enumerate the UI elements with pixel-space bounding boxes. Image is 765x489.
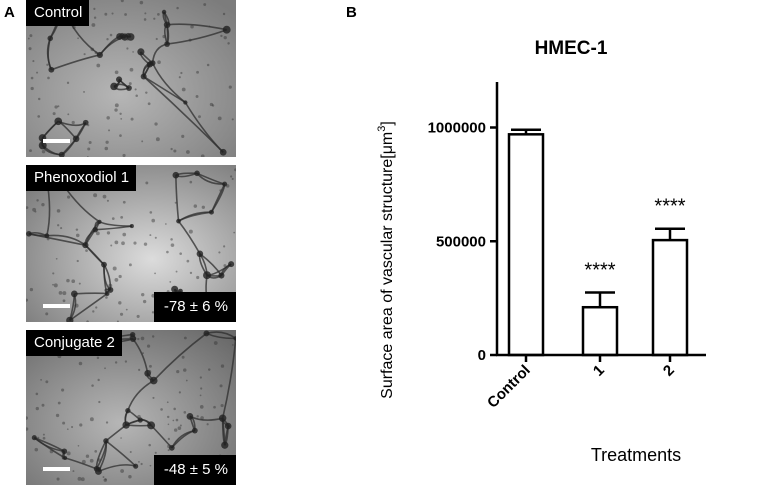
y-tick-label: 500000 [436,233,486,250]
percent-change-label: -78 ± 6 % [153,292,236,322]
micrograph-conjugate: Conjugate 2 -48 ± 5 % [26,330,236,485]
y-tick-label: 1000000 [428,120,486,137]
bar-chart: HMEC-1 Surface area of vascular structur… [376,38,706,465]
x-axis-label: Treatments [591,445,681,465]
scale-bar [43,467,70,471]
chart-title: HMEC-1 [535,38,608,59]
y-axis-label-superscript: 3 [376,126,388,132]
x-tick-label: 1 [590,362,608,380]
vascular-network-image [26,0,236,157]
micrograph-label: Conjugate 2 [26,330,122,356]
y-axis-label-end: ] [379,121,396,125]
micrograph-phenoxodiol: Phenoxodiol 1 -78 ± 6 % [26,165,236,322]
bar-treatment-1 [581,305,619,357]
bar-control [507,133,545,357]
micrograph-label: Phenoxodiol 1 [26,165,137,191]
micrograph-control: Control [26,0,236,157]
panel-a-letter: A [4,4,15,21]
y-tick-label: 0 [478,347,486,364]
bar-treatment-2 [651,238,689,357]
significance-marker: **** [584,259,615,281]
panel-b-letter: B [346,4,357,21]
y-axis-label-text: Surface area of vascular structure[μm [379,132,396,399]
micrograph-label: Control [26,0,90,26]
percent-change-label: -48 ± 5 % [153,455,236,485]
significance-marker: **** [654,196,685,218]
y-axis-label: Surface area of vascular structure[μm3] [376,121,396,399]
scale-bar [43,304,70,308]
x-tick-label: Control [484,362,534,412]
x-tick-label: 2 [660,362,678,380]
scale-bar [43,139,70,143]
